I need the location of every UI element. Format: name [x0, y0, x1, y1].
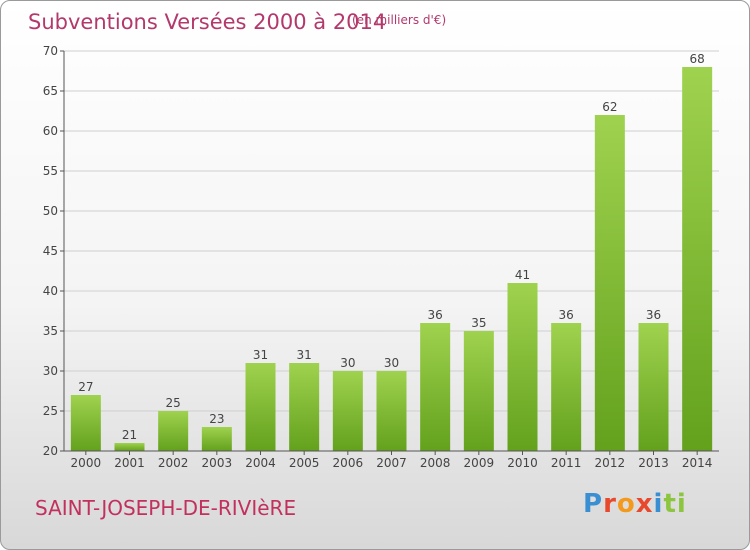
y-tick-label: 45 — [43, 244, 58, 258]
data-label: 23 — [209, 412, 224, 426]
y-tick-label: 60 — [43, 124, 58, 138]
chart-unit: (en milliers d'€) — [352, 13, 447, 27]
data-label: 30 — [340, 356, 355, 370]
x-tick-label: 2005 — [289, 456, 320, 470]
data-label: 30 — [384, 356, 399, 370]
commune-name: SAINT-JOSEPH-DE-RIVIèRE — [35, 496, 297, 520]
x-tick-label: 2001 — [114, 456, 145, 470]
data-label: 36 — [428, 308, 443, 322]
data-label: 21 — [122, 428, 137, 442]
y-tick-label: 30 — [43, 364, 58, 378]
bar — [158, 411, 189, 451]
bars: 27 21 25 23 31 31 30 30 36 35 41 36 62 36 68 — [70, 52, 713, 451]
chart-title: Subventions Versées 2000 à 2014 — [28, 10, 387, 34]
data-label: 41 — [515, 268, 530, 282]
data-label: 31 — [297, 348, 312, 362]
bar — [245, 363, 276, 451]
bar — [289, 363, 320, 451]
y-tick-label: 65 — [43, 84, 58, 98]
y-tick-label: 50 — [43, 204, 58, 218]
data-label: 68 — [690, 52, 705, 66]
data-label: 36 — [559, 308, 574, 322]
bar — [70, 395, 101, 451]
bar — [376, 371, 407, 451]
data-label: 36 — [646, 308, 661, 322]
y-tick-label: 40 — [43, 284, 58, 298]
x-tick-label: 2002 — [158, 456, 189, 470]
y-tick-label: 25 — [43, 404, 58, 418]
data-label: 62 — [602, 100, 617, 114]
data-label: 25 — [166, 396, 181, 410]
x-tick-label: 2000 — [71, 456, 102, 470]
y-tick-label: 20 — [43, 444, 58, 458]
x-tick-label: 2014 — [682, 456, 713, 470]
data-label: 31 — [253, 348, 268, 362]
x-tick-label: 2009 — [464, 456, 495, 470]
x-tick-label: 2006 — [333, 456, 364, 470]
y-tick-label: 35 — [43, 324, 58, 338]
bar — [114, 443, 145, 451]
x-tick-label: 2013 — [638, 456, 669, 470]
bar — [682, 67, 713, 451]
bar — [463, 331, 494, 451]
x-tick-label: 2007 — [376, 456, 407, 470]
bar — [332, 371, 363, 451]
x-tick-label: 2010 — [507, 456, 538, 470]
proxiti-logo[interactable]: Proxiti — [583, 489, 687, 519]
bar — [594, 115, 625, 451]
data-label: 35 — [471, 316, 486, 330]
axes: 20 25 30 35 40 45 50 55 60 65 70 2000 2001 2002 2003 20… — [43, 44, 719, 470]
y-tick-label: 70 — [43, 44, 58, 58]
x-tick-label: 2004 — [245, 456, 276, 470]
x-tick-label: 2012 — [595, 456, 626, 470]
x-tick-label: 2008 — [420, 456, 451, 470]
data-label: 27 — [78, 380, 93, 394]
x-tick-label: 2011 — [551, 456, 582, 470]
bar — [551, 323, 582, 451]
x-tick-label: 2003 — [202, 456, 233, 470]
bar — [420, 323, 451, 451]
bar — [507, 283, 538, 451]
bar — [638, 323, 669, 451]
bar — [201, 427, 232, 451]
y-tick-label: 55 — [43, 164, 58, 178]
